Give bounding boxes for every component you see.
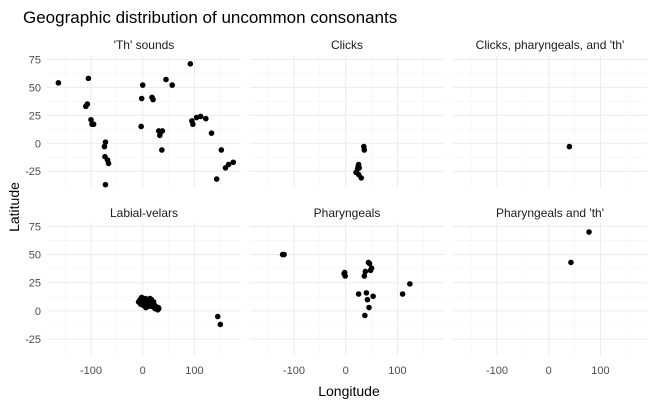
x-tick-label: 100 xyxy=(591,365,609,377)
data-point xyxy=(355,291,362,297)
data-point xyxy=(370,293,376,300)
y-tick-label: 50 xyxy=(29,82,41,94)
y-tick-label: 75 xyxy=(29,54,41,66)
x-tick-label: 0 xyxy=(343,365,349,377)
data-point xyxy=(169,82,175,88)
data-point xyxy=(203,115,209,122)
y-tick-label: 50 xyxy=(29,250,41,262)
data-point xyxy=(356,165,362,171)
data-point xyxy=(187,61,194,67)
data-point xyxy=(364,296,371,303)
data-point xyxy=(159,147,165,153)
y-tick-label: 25 xyxy=(29,110,41,122)
x-tick-label: 0 xyxy=(546,365,552,377)
data-point xyxy=(156,132,163,139)
x-axis-title: Longitude xyxy=(318,383,380,399)
data-point xyxy=(90,121,97,128)
facet-panel: Labial-velars -100 0 100 75 50 25 0 -25 xyxy=(25,206,241,377)
data-point xyxy=(105,160,112,167)
facet-panel: Pharyngeals -100 0 100 xyxy=(250,206,444,377)
data-point xyxy=(214,313,221,320)
x-tick-label: -100 xyxy=(283,365,305,377)
data-point xyxy=(407,281,413,287)
y-tick-label: 75 xyxy=(29,221,41,233)
data-point xyxy=(399,291,406,297)
data-point xyxy=(85,75,92,82)
facet-strip-label: Labial-velars xyxy=(110,206,178,220)
facet-panel: Clicks xyxy=(250,38,444,188)
facet-strip-label: Pharyngeals xyxy=(314,206,381,220)
data-point xyxy=(363,290,370,296)
data-point xyxy=(213,176,220,182)
data-point xyxy=(142,295,149,302)
x-tick-label: 100 xyxy=(185,365,203,377)
data-point xyxy=(208,130,215,136)
data-point xyxy=(197,113,204,120)
data-point xyxy=(566,143,573,150)
data-point xyxy=(225,161,232,168)
data-point xyxy=(155,305,162,312)
facet-panel: 'Th' sounds 75 50 25 0 -25 xyxy=(25,38,241,188)
data-point xyxy=(84,101,91,107)
facet-strip-label: Pharyngeals and 'th' xyxy=(496,206,604,220)
data-point xyxy=(230,159,237,166)
data-point xyxy=(341,270,347,277)
data-point xyxy=(88,116,94,123)
facet-strip-label: Clicks, pharyngeals, and 'th' xyxy=(476,38,625,52)
y-tick-label: -25 xyxy=(25,334,41,346)
data-point xyxy=(281,251,287,258)
data-point xyxy=(139,82,146,88)
data-point xyxy=(101,143,108,150)
data-point xyxy=(102,139,109,145)
data-point xyxy=(362,312,368,319)
data-point xyxy=(143,304,149,311)
data-point xyxy=(361,273,368,279)
data-point xyxy=(102,181,109,188)
data-point xyxy=(147,295,153,302)
y-tick-label: 25 xyxy=(29,278,41,290)
data-point xyxy=(150,96,156,103)
data-point xyxy=(361,147,368,153)
chart-title: Geographic distribution of uncommon cons… xyxy=(23,8,397,27)
x-tick-label: -100 xyxy=(486,365,508,377)
data-point xyxy=(366,260,373,267)
data-point xyxy=(159,128,166,134)
data-point xyxy=(163,76,169,83)
data-point xyxy=(368,265,375,271)
data-point xyxy=(358,175,365,181)
data-point xyxy=(190,121,196,128)
data-point xyxy=(362,268,369,275)
data-point xyxy=(218,147,225,153)
y-tick-label: -25 xyxy=(25,166,41,178)
data-point xyxy=(568,259,574,266)
data-point xyxy=(217,321,224,328)
panels-layer: 'Th' sounds 75 50 25 0 -25 Clicks Clicks, phary… xyxy=(25,38,647,377)
y-tick-label: 0 xyxy=(35,138,41,150)
data-point xyxy=(366,304,372,311)
x-tick-label: 0 xyxy=(140,365,146,377)
facet-strip-label: Clicks xyxy=(331,38,363,52)
data-point xyxy=(138,123,144,130)
y-axis-title: Latitude xyxy=(6,182,22,232)
data-point xyxy=(55,80,62,86)
facet-panel: Pharyngeals and 'th' -100 0 100 xyxy=(453,206,647,377)
data-point xyxy=(138,95,145,102)
facet-panel: Clicks, pharyngeals, and 'th' xyxy=(453,38,647,188)
data-point xyxy=(139,300,145,306)
x-tick-label: 100 xyxy=(388,365,406,377)
facet-strip-label: 'Th' sounds xyxy=(114,38,175,52)
y-tick-label: 0 xyxy=(35,306,41,318)
x-tick-label: -100 xyxy=(80,365,102,377)
data-point xyxy=(586,229,592,235)
